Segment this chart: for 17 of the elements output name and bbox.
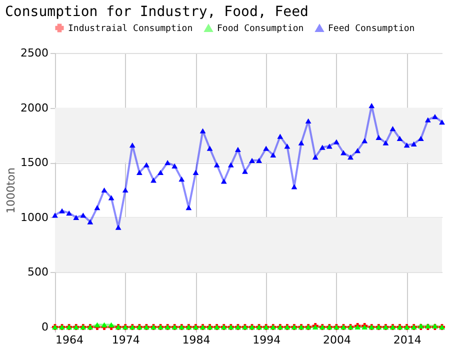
y-tick-label: 500	[28, 266, 48, 279]
y-tick-label: 1500	[20, 156, 48, 170]
legend-label: Feed Consumption	[328, 24, 415, 34]
legend-label: Food Consumption	[217, 24, 304, 34]
y-axis-title: 1000ton	[4, 167, 18, 214]
x-tick-label: 1994	[252, 334, 281, 346]
x-tick-label: 2014	[393, 334, 422, 346]
chart-title: Consumption for Industry, Food, Feed	[5, 4, 308, 20]
legend-label: Industraial Consumption	[68, 24, 193, 34]
x-tick-label: 1984	[182, 334, 210, 346]
y-tick-label: 1000	[20, 210, 48, 224]
x-tick-label: 2004	[322, 334, 351, 346]
y-tick-label: 2500	[20, 46, 48, 60]
y-tick-label: 0	[42, 320, 48, 334]
x-tick-label: 1964	[56, 334, 84, 346]
y-tick-label: 2000	[20, 101, 48, 114]
x-tick-label: 1974	[112, 334, 140, 346]
